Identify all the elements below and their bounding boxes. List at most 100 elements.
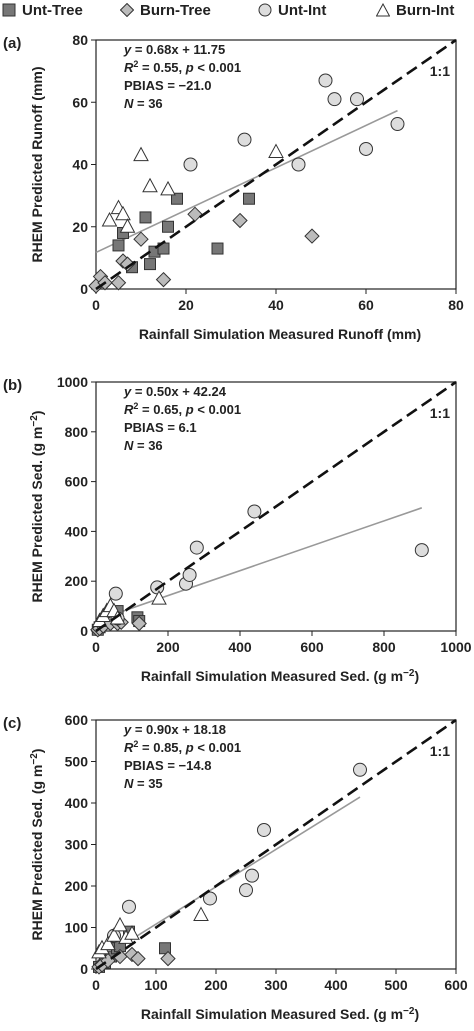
- x-tick-label: 20: [178, 297, 194, 313]
- data-point-circle: [203, 891, 217, 906]
- y-tick-label: 0: [80, 623, 88, 639]
- stats-line: PBIAS = 6.1: [124, 420, 197, 435]
- stats-line: y = 0.50x + 42.24: [123, 384, 227, 399]
- data-point-square: [211, 242, 224, 255]
- data-point-circle: [318, 73, 333, 88]
- stats-line: N = 36: [124, 96, 163, 111]
- y-tick-label: 600: [65, 474, 89, 490]
- data-point-square: [171, 192, 183, 205]
- chart-panel-b: 0 200 400 600 800 1000 0 200 400 600 800 1000 (b) Rai…: [3, 374, 472, 684]
- data-point-square: [139, 211, 152, 224]
- y-tick-label: 100: [65, 920, 89, 936]
- one-to-one-line: [95, 380, 457, 633]
- data-point-triangle: [119, 218, 136, 233]
- y-axis-label: RHEM Predicted Sed. (g m−2): [29, 749, 46, 941]
- y-tick-label: 60: [72, 94, 88, 110]
- legend-label: Burn-Int: [396, 1, 455, 19]
- data-point-circle: [237, 132, 252, 147]
- data-point-circle: [390, 117, 405, 132]
- data-point-diamond: [187, 206, 203, 223]
- x-tick-label: 0: [92, 639, 100, 655]
- x-tick-label: 200: [204, 977, 228, 993]
- data-point-triangle: [193, 906, 209, 922]
- x-tick-label: 0: [92, 297, 100, 313]
- data-point-diamond: [160, 950, 176, 967]
- data-point-diamond: [133, 231, 149, 247]
- legend-item-unt-int: Unt-Int: [258, 0, 326, 20]
- x-axis-label: Rainfall Simulation Measured Sed. (g m−2…: [141, 1006, 419, 1023]
- square-marker-icon: [2, 3, 16, 17]
- data-point-circle: [182, 567, 197, 582]
- regression-line: [95, 109, 398, 254]
- y-tick-label: 500: [65, 754, 89, 770]
- stats-line: N = 35: [124, 776, 163, 791]
- data-point-diamond: [304, 228, 320, 244]
- data-point-diamond: [130, 950, 146, 967]
- legend-item-burn-tree: Burn-Tree: [120, 0, 211, 20]
- x-tick-label: 400: [324, 977, 348, 993]
- stats-line: y = 0.68x + 11.75: [123, 42, 225, 57]
- data-point-diamond: [110, 275, 127, 291]
- plot-frame: [95, 381, 457, 632]
- data-point-diamond: [155, 271, 172, 288]
- data-point-triangle: [115, 205, 131, 221]
- panel-label: (a): [3, 35, 21, 52]
- diamond-marker-icon: [120, 3, 134, 17]
- legend-label: Unt-Int: [278, 1, 327, 19]
- data-point-diamond: [232, 212, 248, 229]
- data-point-circle: [247, 504, 262, 519]
- triangle-marker-icon: [376, 3, 390, 17]
- y-axis-label: RHEM Predicted Sed. (g m−2): [29, 411, 46, 603]
- legend-item-burn-int: Burn-Int: [376, 0, 454, 20]
- data-point-circle: [189, 540, 204, 555]
- x-tick-label: 200: [156, 639, 180, 655]
- data-point-diamond: [119, 256, 136, 272]
- x-tick-label: 40: [268, 297, 284, 313]
- data-point-triangle: [133, 146, 149, 162]
- y-axis-label: RHEM Predicted Runoff (mm): [29, 67, 45, 263]
- data-point-square: [159, 942, 171, 955]
- legend-item-unt-tree: Unt-Tree: [2, 0, 83, 20]
- data-point-circle: [353, 762, 367, 777]
- stats-line: PBIAS = −14.8: [124, 758, 211, 773]
- y-tick-label: 0: [80, 961, 88, 977]
- data-point-circle: [359, 141, 373, 156]
- legend: Unt-Tree Burn-Tree Unt-Int Burn-Int: [0, 0, 474, 20]
- x-tick-label: 400: [228, 639, 252, 655]
- y-tick-label: 400: [65, 523, 89, 539]
- x-tick-label: 1000: [440, 639, 471, 655]
- y-tick-label: 800: [65, 424, 89, 440]
- data-point-circle: [245, 868, 259, 883]
- y-tick-label: 200: [65, 878, 89, 894]
- y-tick-label: 400: [65, 795, 89, 811]
- y-tick-label: 20: [72, 219, 88, 235]
- y-tick-label: 200: [65, 573, 89, 589]
- data-point-square: [243, 192, 255, 205]
- one-to-one-line: [95, 38, 457, 291]
- x-tick-label: 60: [358, 297, 374, 313]
- x-tick-label: 80: [448, 297, 464, 313]
- data-point-triangle: [160, 180, 176, 196]
- x-axis-label: Rainfall Simulation Measured Runoff (mm): [139, 326, 421, 342]
- data-point-circle: [239, 883, 253, 898]
- legend-label: Unt-Tree: [22, 1, 83, 19]
- one-to-one-line: [95, 718, 457, 971]
- chart-panel-c: 0 100 200 300 400 500 600 0 100 200 300 400 500 600 (c…: [3, 712, 468, 1022]
- data-point-circle: [122, 899, 136, 914]
- data-point-triangle: [151, 590, 167, 605]
- x-tick-label: 800: [372, 639, 396, 655]
- stats-line: R2 = 0.55, p < 0.001: [124, 59, 241, 75]
- data-point-square: [112, 239, 125, 252]
- panel-label: (b): [3, 377, 22, 394]
- stats-line: N = 36: [124, 438, 163, 453]
- data-point-circle: [108, 586, 123, 601]
- data-point-circle: [414, 543, 429, 558]
- x-tick-label: 600: [444, 977, 468, 993]
- data-point-triangle: [101, 211, 118, 227]
- data-point-triangle: [106, 927, 122, 942]
- x-tick-label: 100: [144, 977, 168, 993]
- data-point-diamond: [131, 615, 147, 632]
- y-tick-label: 40: [72, 157, 88, 173]
- one-to-one-label: 1:1: [430, 743, 450, 759]
